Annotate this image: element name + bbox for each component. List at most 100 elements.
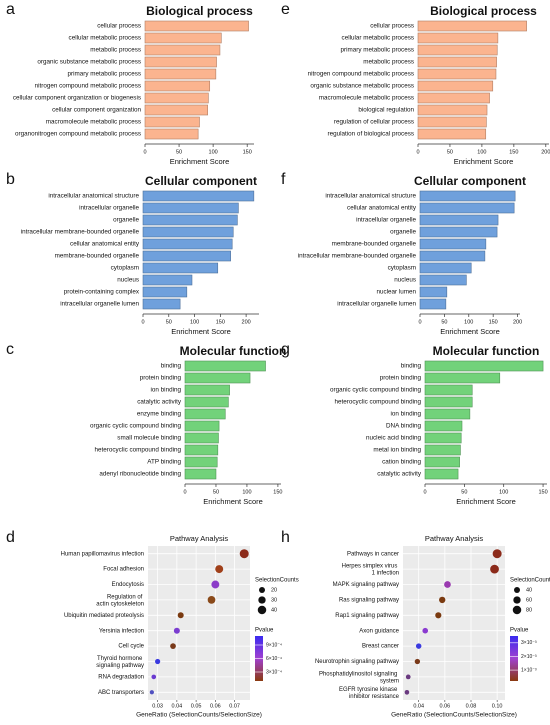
category-label: nucleic acid binding xyxy=(366,435,421,442)
category-label: protein binding xyxy=(140,375,182,382)
point xyxy=(404,689,410,695)
category-label: Regulation of actin cytoskeleton xyxy=(96,594,144,607)
category-label: intracellular organelle xyxy=(79,205,139,212)
category-label: Neurotrophin signaling pathway xyxy=(315,659,399,665)
bar xyxy=(419,274,467,286)
bar xyxy=(142,262,219,274)
legend-label: 3×10⁻³ xyxy=(521,640,537,646)
point xyxy=(215,565,224,574)
x-tick-label: 0 xyxy=(183,489,186,495)
legend-label: 1×10⁻³ xyxy=(521,667,537,673)
category-label: intracellular anatomical structure xyxy=(325,193,416,200)
category-label: regulation of cellular process xyxy=(334,119,414,126)
x-axis-label: GeneRatio (SelectionCounts/SelectionSize… xyxy=(391,712,517,719)
point xyxy=(435,612,442,619)
category-label: enzyme binding xyxy=(137,411,182,418)
bar xyxy=(142,190,255,202)
category-label: EGFR tyrosine kinase inhibitor resistanc… xyxy=(339,686,400,699)
category-label: primary metabolic process xyxy=(341,47,415,54)
category-label: Ubiquitin mediated proteolysis xyxy=(64,613,144,619)
category-label: catalytic activity xyxy=(137,399,182,406)
category-label: membrane-bounded organelle xyxy=(332,241,417,248)
bar xyxy=(142,298,181,310)
bar xyxy=(142,274,193,286)
point xyxy=(415,643,422,649)
x-tick-label: 100 xyxy=(242,489,251,495)
bar xyxy=(184,420,220,432)
category-label: ion binding xyxy=(391,411,422,418)
bar xyxy=(144,56,217,68)
bar xyxy=(144,80,211,92)
chart-title: Pathway Analysis xyxy=(425,534,484,543)
bar xyxy=(417,56,497,68)
chart-title: Molecular function xyxy=(433,344,540,358)
category-label: membrane-bounded organelle xyxy=(55,253,140,260)
bar xyxy=(417,32,499,44)
category-label: catalytic activity xyxy=(377,471,422,478)
category-label: cellular process xyxy=(370,23,414,30)
category-label: intracellular anatomical structure xyxy=(48,193,139,200)
bar xyxy=(142,250,231,262)
category-label: cation binding xyxy=(382,459,421,466)
x-tick-label: 100 xyxy=(190,319,199,325)
x-axis-label: Enrichment Score xyxy=(440,327,500,336)
x-tick-label: 0 xyxy=(418,319,421,325)
category-label: Axon guidance xyxy=(359,628,399,634)
x-tick-label: 50 xyxy=(213,489,219,495)
label-line: system xyxy=(380,678,399,684)
chart-title: Cellular component xyxy=(145,174,257,188)
x-tick-label: 100 xyxy=(477,149,486,155)
legend-label: 2×10⁻³ xyxy=(521,654,537,660)
legend-label: 9×10⁻⁴ xyxy=(266,642,282,648)
bar xyxy=(424,456,460,468)
bar xyxy=(184,360,266,372)
x-tick-label: 0.05 xyxy=(191,703,202,709)
category-label: cellular metabolic process xyxy=(69,35,141,42)
bar xyxy=(184,468,217,480)
category-label: heterocyclic compound binding xyxy=(95,447,182,454)
bar xyxy=(144,44,221,56)
x-tick-label: 50 xyxy=(461,489,467,495)
category-label: organelle xyxy=(390,229,416,236)
category-label: Thyroid hormone signaling pathway xyxy=(96,656,144,669)
category-label: ion binding xyxy=(151,387,182,394)
legend-point xyxy=(258,596,266,604)
bar xyxy=(424,468,459,480)
category-label: DNA binding xyxy=(386,423,422,430)
bar xyxy=(419,298,447,310)
category-label: binding xyxy=(401,363,422,370)
panel-label: b xyxy=(6,171,15,188)
legend-point xyxy=(257,605,267,615)
label-line: Phosphatidylinositol signaling xyxy=(319,671,399,677)
label-line: Regulation of xyxy=(107,594,144,600)
x-tick-label: 0.06 xyxy=(210,703,221,709)
legend-label: 30 xyxy=(271,597,277,603)
category-label: Focal adhesion xyxy=(103,567,144,573)
panel-label: c xyxy=(6,341,14,358)
x-tick-label: 100 xyxy=(499,489,508,495)
bar xyxy=(424,444,461,456)
category-label: organic cyclic compound binding xyxy=(90,423,182,430)
panel-label: h xyxy=(281,529,290,546)
label-line: Herpes simplex virus xyxy=(342,563,399,569)
category-label: cytoplasm xyxy=(111,265,139,272)
bar xyxy=(142,202,239,214)
category-label: Phosphatidylinositol signaling system xyxy=(319,671,399,684)
x-tick-label: 150 xyxy=(509,149,518,155)
category-label: Pathways in cancer xyxy=(347,551,399,557)
bar xyxy=(142,226,234,238)
label-line: signaling pathway xyxy=(96,663,144,669)
x-tick-label: 0.10 xyxy=(492,703,503,709)
legend-label: 60 xyxy=(526,597,532,603)
bar xyxy=(417,116,487,128)
chart-title: Pathway Analysis xyxy=(170,534,229,543)
bar xyxy=(424,384,473,396)
plot-background xyxy=(148,546,250,700)
category-label: Yersinia infection xyxy=(99,628,144,634)
bar xyxy=(144,68,217,80)
label-line: inhibitor resistance xyxy=(349,693,400,699)
category-label: regulation of biological process xyxy=(328,131,414,138)
category-label: organic cyclic compound binding xyxy=(330,387,422,394)
x-tick-label: 0 xyxy=(423,489,426,495)
bar xyxy=(424,432,462,444)
